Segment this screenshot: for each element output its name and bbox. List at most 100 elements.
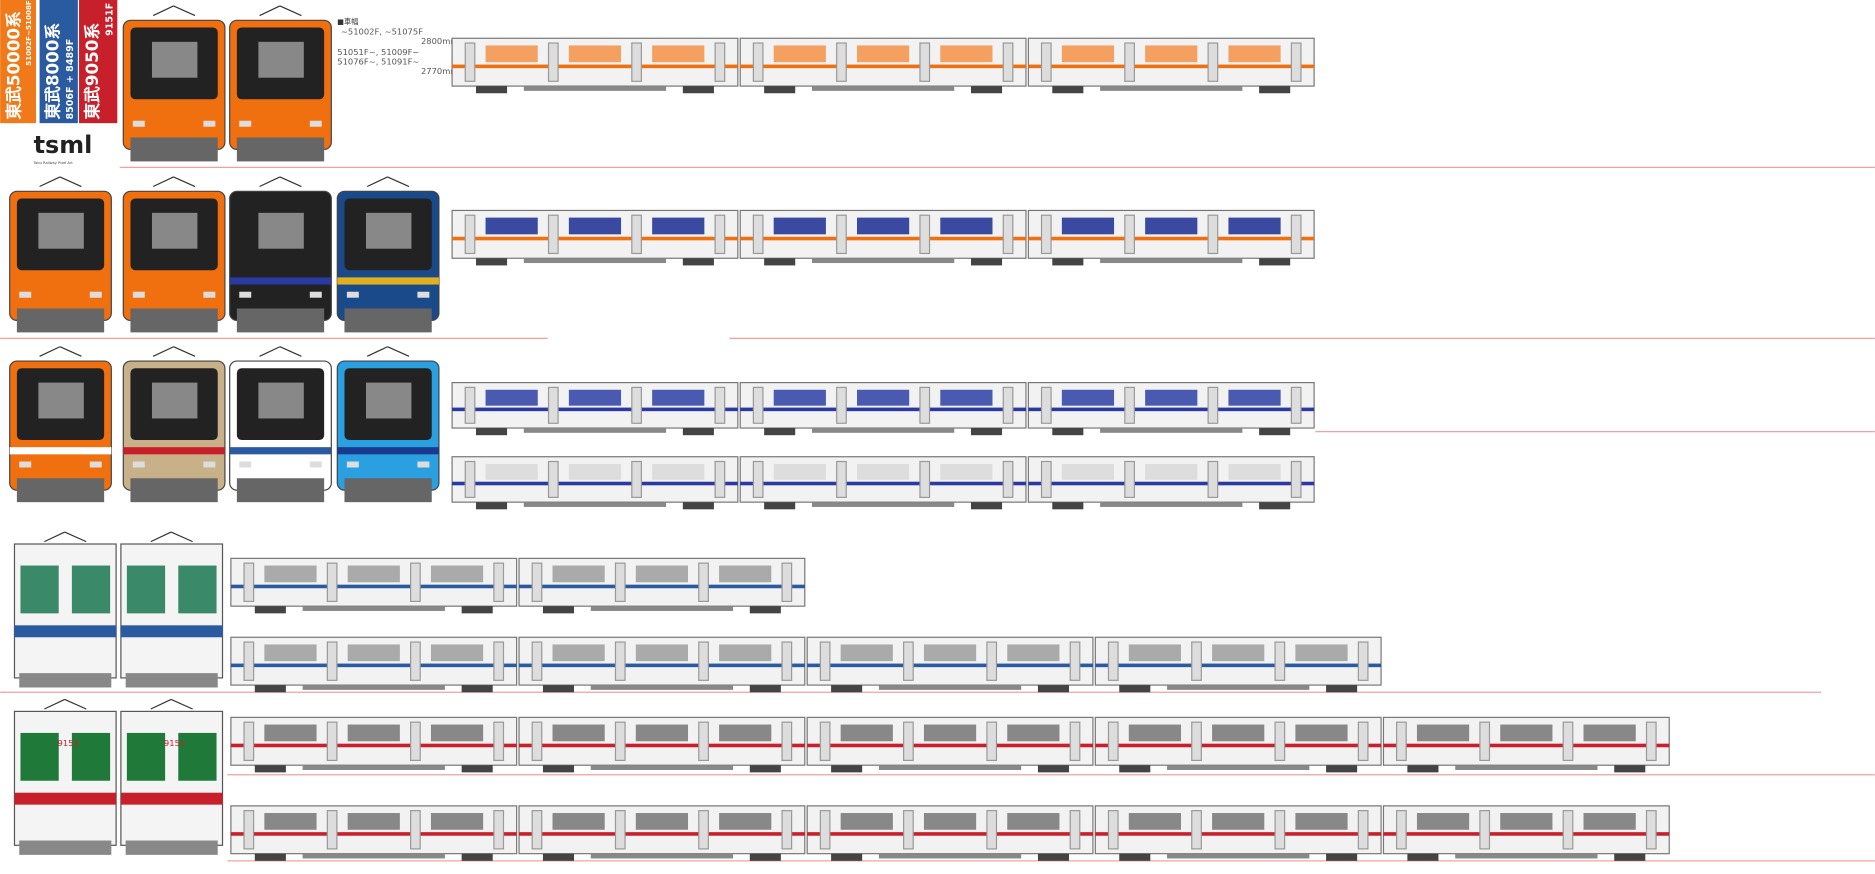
window — [1061, 463, 1115, 480]
window — [719, 644, 772, 662]
door — [1562, 721, 1574, 762]
bogie — [475, 428, 508, 436]
door — [326, 810, 338, 850]
door — [1274, 641, 1286, 681]
bogie — [831, 765, 863, 773]
headlight — [132, 461, 145, 468]
front-number: 9151 — [58, 738, 79, 748]
door — [1002, 386, 1014, 424]
door — [1207, 42, 1219, 82]
window — [430, 644, 484, 662]
underfloor — [878, 685, 1022, 690]
window — [1145, 463, 1198, 480]
underfloor — [811, 258, 955, 264]
door — [836, 460, 847, 498]
pantograph — [39, 176, 61, 188]
front-window — [258, 382, 304, 419]
door — [698, 810, 709, 850]
door — [919, 214, 931, 255]
bogie — [1407, 853, 1439, 861]
window — [1145, 45, 1198, 63]
front-skirt — [16, 478, 105, 503]
underfloor — [1100, 258, 1243, 264]
car-stripe — [807, 663, 1093, 668]
window — [1295, 644, 1348, 662]
window — [1145, 217, 1198, 235]
door — [243, 562, 255, 602]
front-window — [258, 212, 304, 249]
door — [819, 810, 831, 850]
door — [1479, 810, 1491, 850]
front-skirt — [19, 673, 112, 688]
door — [781, 721, 793, 762]
bogie — [682, 86, 714, 94]
door — [243, 641, 255, 681]
door — [1040, 386, 1052, 424]
door — [410, 562, 421, 602]
car-stripe — [1383, 743, 1670, 748]
underfloor — [1167, 853, 1310, 859]
bogie — [475, 502, 508, 510]
door — [326, 721, 338, 762]
front-window — [71, 565, 111, 614]
window — [1061, 45, 1115, 63]
door — [631, 214, 642, 255]
bogie — [1614, 765, 1646, 773]
car-stripe — [1028, 407, 1315, 412]
window — [1145, 389, 1198, 406]
door — [547, 460, 559, 498]
door — [1645, 721, 1657, 762]
window — [652, 463, 705, 480]
window — [1295, 813, 1348, 830]
front-skirt — [125, 840, 218, 855]
door — [1191, 810, 1202, 850]
bogie — [254, 606, 286, 614]
front-window — [365, 382, 412, 419]
window — [856, 45, 910, 63]
car-stripe — [807, 832, 1093, 836]
door — [1274, 721, 1286, 762]
pantograph — [173, 176, 196, 188]
window — [652, 45, 705, 63]
window — [923, 644, 977, 662]
bogie — [682, 502, 714, 510]
door — [986, 810, 998, 850]
door — [631, 386, 642, 424]
note-line: 2770mm — [421, 66, 459, 76]
door — [1562, 810, 1574, 850]
door — [698, 641, 709, 681]
window — [568, 389, 622, 406]
door — [410, 721, 421, 762]
bogie — [461, 685, 493, 693]
headlight — [239, 461, 252, 468]
door — [714, 386, 726, 424]
front-skirt — [19, 840, 112, 855]
door — [614, 721, 626, 762]
door — [493, 641, 505, 681]
window — [485, 389, 538, 406]
pantograph — [366, 346, 388, 357]
door — [1069, 641, 1081, 681]
headlight — [346, 461, 359, 468]
door — [531, 810, 543, 850]
underfloor — [811, 428, 955, 433]
pantograph — [366, 176, 388, 188]
window — [430, 724, 484, 742]
door — [464, 386, 476, 424]
window — [264, 724, 317, 742]
door — [1107, 721, 1119, 762]
headlight — [346, 291, 359, 298]
front-skirt — [130, 137, 218, 162]
window — [652, 389, 705, 406]
door — [698, 562, 709, 602]
pantograph — [152, 5, 174, 17]
headlight — [309, 120, 322, 127]
headlight — [417, 291, 430, 298]
pantograph — [173, 5, 196, 17]
headlight — [239, 291, 252, 298]
front-window — [38, 212, 84, 249]
bogie — [1259, 258, 1291, 266]
pantograph — [279, 5, 302, 17]
headlight — [309, 461, 322, 468]
